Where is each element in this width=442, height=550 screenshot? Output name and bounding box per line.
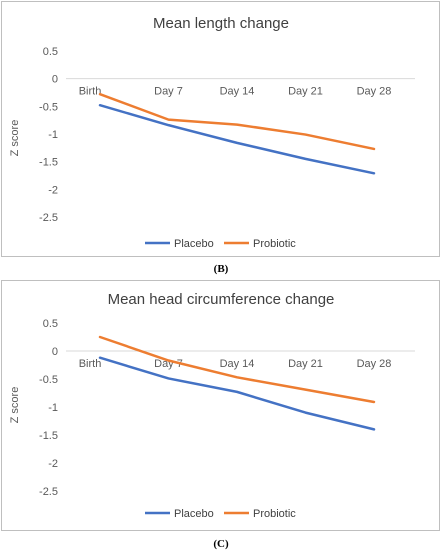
legend-label-placebo: Placebo xyxy=(174,238,214,250)
chart-title: Mean head circumference change xyxy=(108,291,335,308)
x-tick-label: Day 21 xyxy=(288,358,323,370)
y-tick-label: -2 xyxy=(48,184,58,196)
x-tick-label: Day 28 xyxy=(357,358,392,370)
x-axis-ticks: Birth Day 7 Day 14 Day 21 Day 28 xyxy=(79,86,392,98)
x-tick-label: Day 21 xyxy=(288,86,323,98)
y-tick-label: -1.5 xyxy=(39,157,58,169)
y-tick-label: -2 xyxy=(48,458,58,470)
y-axis-title: Z score xyxy=(9,387,21,424)
chart-title: Mean length change xyxy=(153,15,289,32)
legend-label-placebo: Placebo xyxy=(174,508,214,520)
chart-frame xyxy=(1,280,440,531)
y-tick-label: 0 xyxy=(52,74,58,86)
chart-panel-length: Mean length change Z score 0.5 0 -0.5 -1 -1.… xyxy=(1,1,440,257)
y-tick-label: 0 xyxy=(52,346,58,358)
y-tick-label: 0.5 xyxy=(43,46,58,58)
legend: Placebo Probiotic xyxy=(145,508,296,520)
y-axis-ticks: 0.5 0 -0.5 -1 -1.5 -2 -2.5 xyxy=(39,318,58,498)
x-tick-label: Day 7 xyxy=(154,86,183,98)
legend-label-probiotic: Probiotic xyxy=(253,508,296,520)
legend: Placebo Probiotic xyxy=(145,238,296,250)
y-tick-label: -1 xyxy=(48,129,58,141)
y-axis-ticks: 0.5 0 -0.5 -1 -1.5 -2 -2.5 xyxy=(39,46,58,224)
y-tick-label: -0.5 xyxy=(39,374,58,386)
x-tick-label: Day 14 xyxy=(220,358,255,370)
x-tick-label: Birth xyxy=(79,358,102,370)
y-tick-label: 0.5 xyxy=(43,318,58,330)
caption-b: (B) xyxy=(214,263,229,275)
legend-label-probiotic: Probiotic xyxy=(253,238,296,250)
x-tick-label: Day 14 xyxy=(220,86,255,98)
chart-frame xyxy=(1,1,440,257)
chart-panel-head-circumference: Mean head circumference change Z score 0… xyxy=(1,280,440,531)
y-tick-label: -1.5 xyxy=(39,430,58,442)
y-tick-label: -1 xyxy=(48,402,58,414)
y-tick-label: -0.5 xyxy=(39,101,58,113)
y-tick-label: -2.5 xyxy=(39,486,58,498)
series-lines xyxy=(98,335,376,431)
series-lines xyxy=(98,92,376,175)
x-tick-label: Day 28 xyxy=(357,86,392,98)
x-tick-label: Birth xyxy=(79,86,102,98)
y-axis-title: Z score xyxy=(9,120,21,157)
y-tick-label: -2.5 xyxy=(39,212,58,224)
caption-c: (C) xyxy=(213,538,229,550)
